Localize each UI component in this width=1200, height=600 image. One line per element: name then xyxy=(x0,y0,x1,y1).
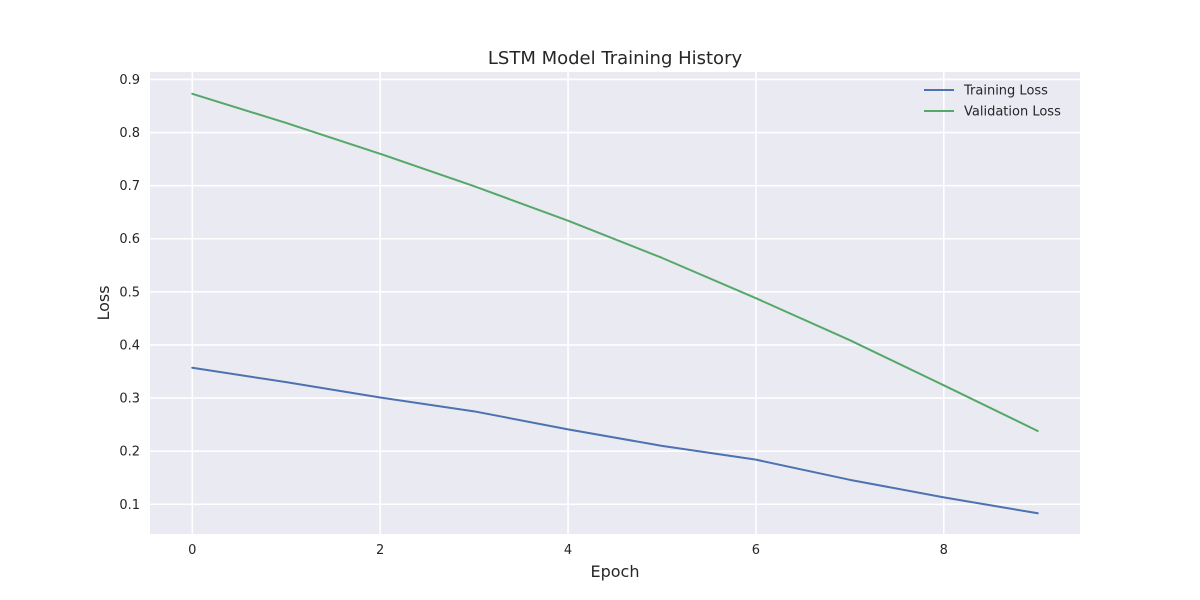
x-tick-label: 6 xyxy=(752,543,760,558)
series-lines xyxy=(191,92,1039,515)
legend-label: Validation Loss xyxy=(964,105,1061,120)
y-tick-label: 0.4 xyxy=(119,338,140,353)
x-tick-label: 2 xyxy=(376,543,384,558)
x-tick-label: 0 xyxy=(188,543,196,558)
x-axis-label: Epoch xyxy=(591,562,640,581)
y-tick-label: 0.3 xyxy=(119,392,140,407)
series-line-2 xyxy=(191,92,1039,432)
legend-label: Training Loss xyxy=(963,84,1048,99)
y-tick-label: 0.6 xyxy=(119,232,140,247)
y-tick-label: 0.9 xyxy=(119,73,140,88)
legend: Training Loss Validation Loss xyxy=(924,84,1061,120)
y-axis-label: Loss xyxy=(94,285,113,320)
chart-title: LSTM Model Training History xyxy=(488,48,743,69)
series-line-1 xyxy=(191,366,1039,515)
tick-labels: 0.1 0.2 0.3 0.4 0.5 0.6 0.7 0.8 0.9 0 2 4 6 8 xyxy=(119,73,948,558)
x-tick-label: 8 xyxy=(940,543,948,558)
y-tick-label: 0.8 xyxy=(119,126,140,141)
y-tick-label: 0.7 xyxy=(119,179,140,194)
y-tick-label: 0.5 xyxy=(119,285,140,300)
plot-area xyxy=(150,72,1080,534)
y-tick-label: 0.1 xyxy=(119,498,140,513)
y-tick-label: 0.2 xyxy=(119,445,140,460)
x-tick-label: 4 xyxy=(564,543,572,558)
